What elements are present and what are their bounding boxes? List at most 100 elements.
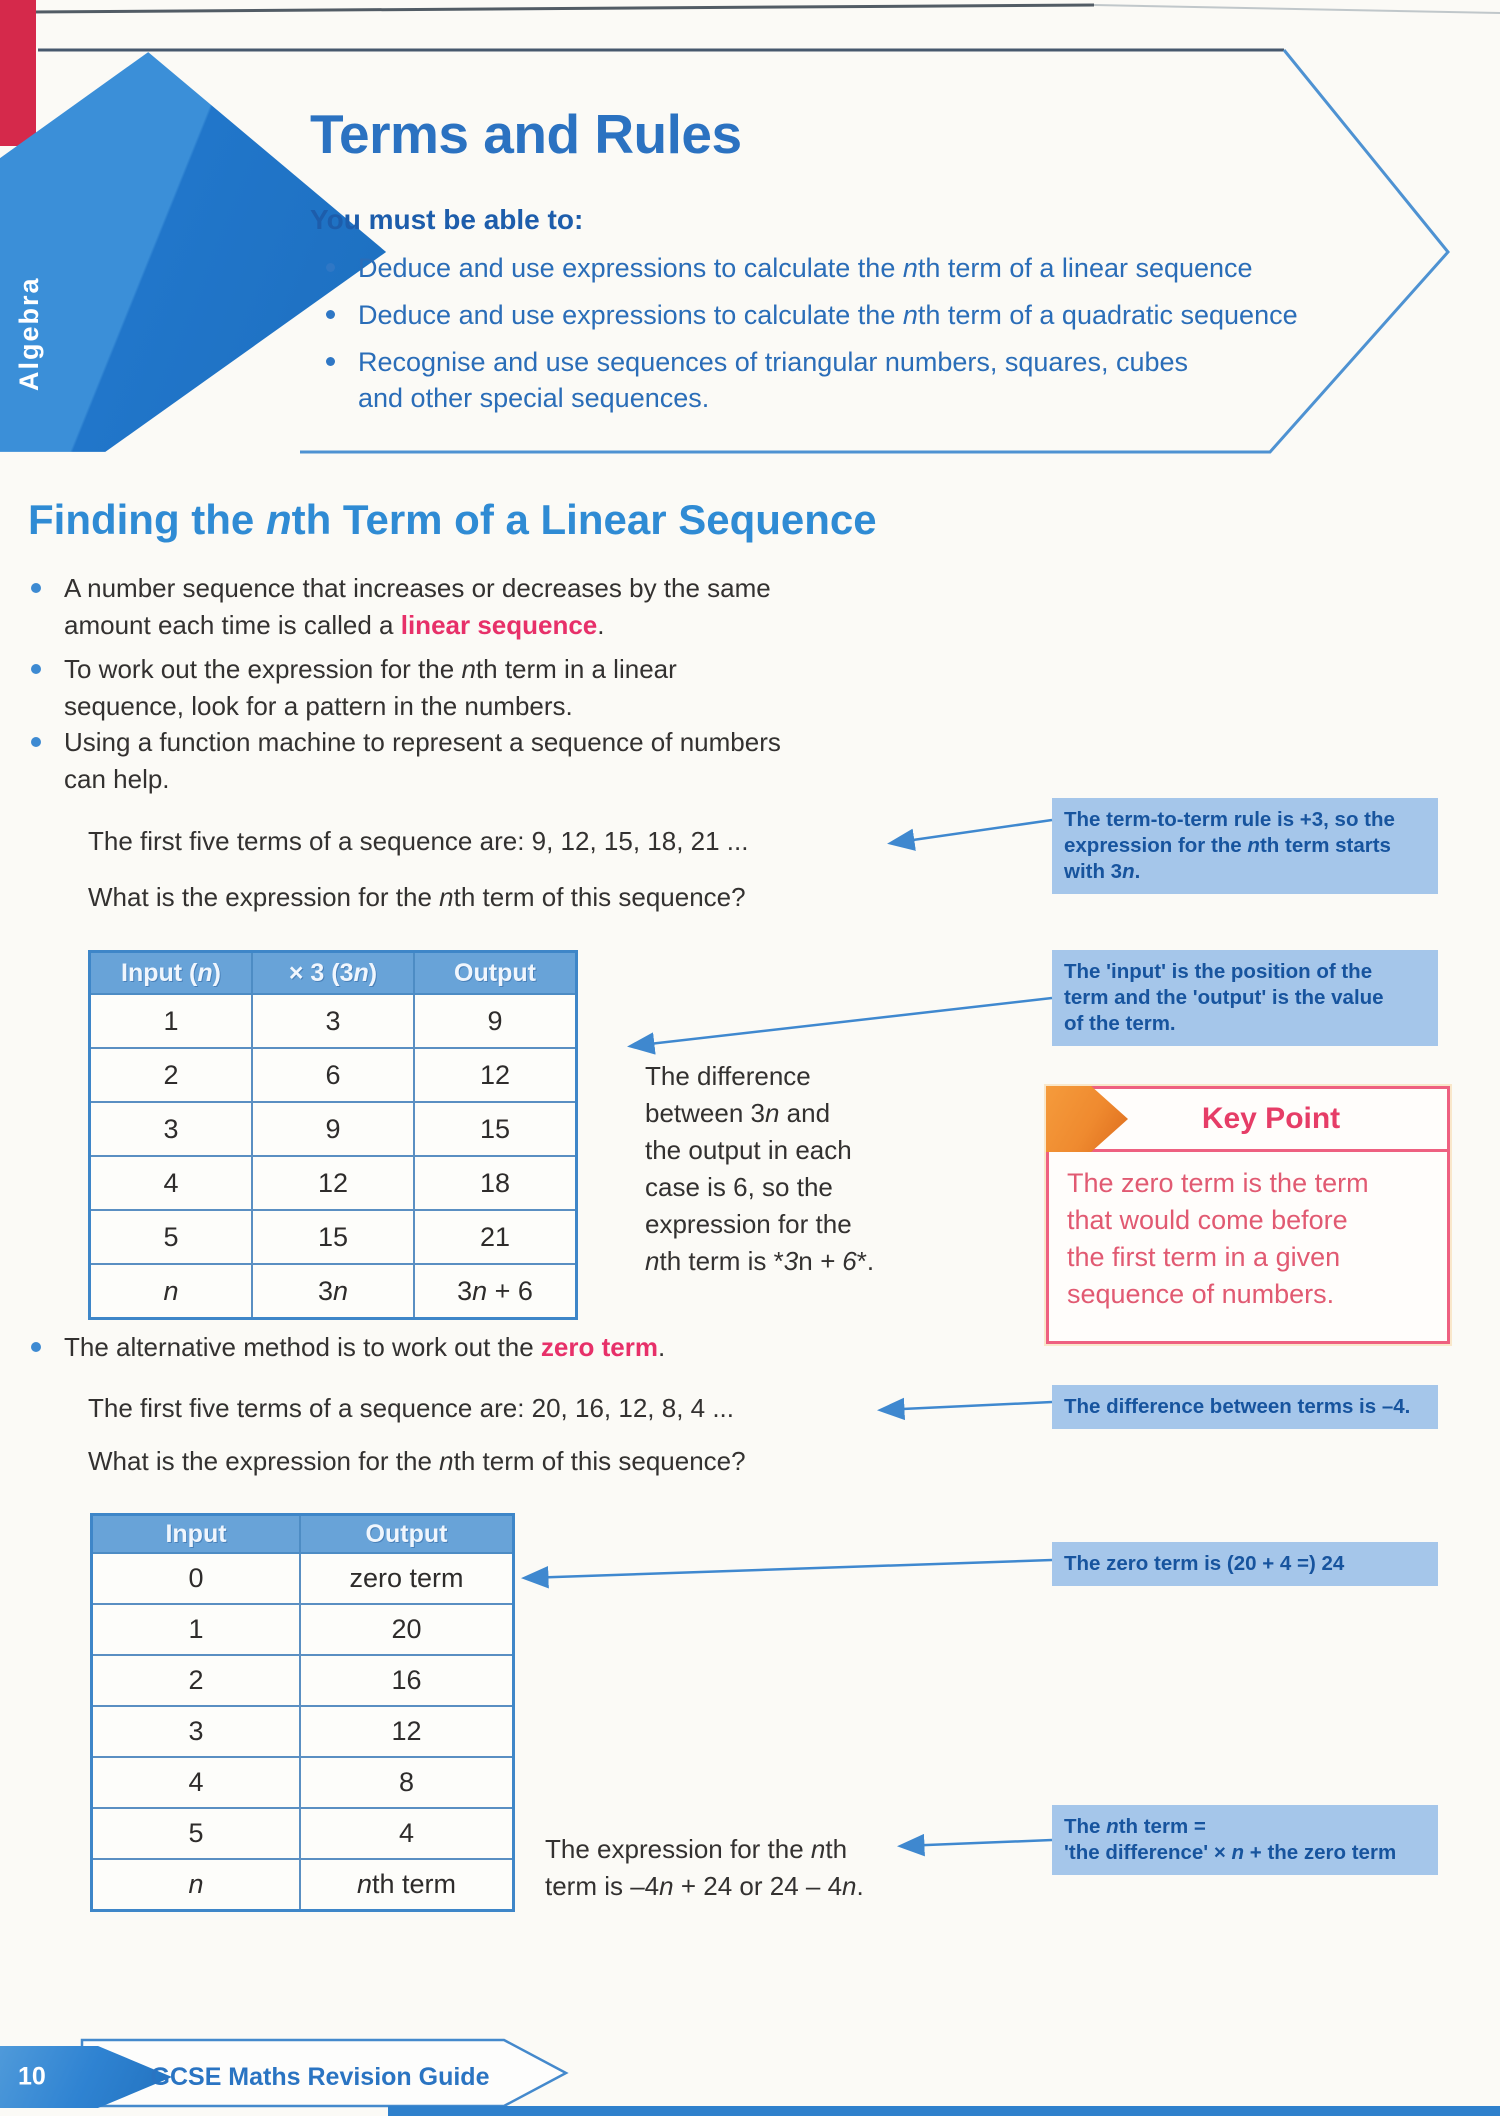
table-cell: 3 bbox=[90, 1705, 301, 1758]
example1-sequence: The first five terms of a sequence are: … bbox=[88, 826, 749, 856]
table-cell: 4 bbox=[299, 1807, 515, 1860]
table-cell: 3n + 6 bbox=[413, 1263, 578, 1320]
objective-text: Recognise and use sequences of triangula… bbox=[358, 347, 1188, 413]
bottom-edge-strip bbox=[388, 2106, 1500, 2116]
arrow-term-rule bbox=[887, 818, 1053, 851]
table-cell: 16 bbox=[299, 1654, 515, 1707]
table-cell: 21 bbox=[413, 1209, 578, 1265]
objectives-lead: You must be able to: bbox=[310, 204, 584, 235]
table-cell: 1 bbox=[90, 1603, 301, 1656]
table-row: 4 12 18 bbox=[88, 1155, 578, 1211]
table-row: 5 15 21 bbox=[88, 1209, 578, 1265]
arrow-input-output bbox=[627, 996, 1053, 1055]
column-header: Input (n) bbox=[88, 950, 253, 995]
page-title: Terms and Rules bbox=[310, 103, 742, 165]
section-heading: Finding the nth Term of a Linear Sequenc… bbox=[28, 496, 877, 543]
bullet-item: Using a function machine to represent a … bbox=[28, 724, 844, 798]
table-cell: 15 bbox=[251, 1209, 415, 1265]
table-cell: 4 bbox=[88, 1155, 253, 1211]
column-header: × 3 (3n) bbox=[251, 950, 415, 995]
bullet-item: The alternative method is to work out th… bbox=[28, 1329, 844, 1366]
orange-arrow-icon bbox=[1046, 1086, 1128, 1152]
page-number: 10 bbox=[18, 2062, 46, 2091]
column-header: Output bbox=[299, 1513, 515, 1554]
annotation-zero-term: The zero term is (20 + 4 =) 24 bbox=[1052, 1542, 1438, 1586]
table-cell: 9 bbox=[413, 993, 578, 1049]
arrow-difference bbox=[877, 1397, 1053, 1421]
zero-term-table: Input Output 0 zero term 1 20 2 16 3 12 4 8 5 4 n nth t… bbox=[90, 1513, 515, 1912]
table-cell: 4 bbox=[90, 1756, 301, 1809]
table-cell: 1 bbox=[88, 993, 253, 1049]
example2-sequence: The first five terms of a sequence are: … bbox=[88, 1393, 735, 1423]
function-machine-table: Input (n) × 3 (3n) Output 1 3 9 2 6 12 3 9 15 4 12 18 5… bbox=[88, 950, 578, 1320]
table-cell: 5 bbox=[90, 1807, 301, 1860]
table-cell: 0 bbox=[90, 1552, 301, 1605]
objective-text: Deduce and use expressions to calculate … bbox=[358, 300, 1298, 330]
bullet-item: To work out the expression for the nth t… bbox=[28, 651, 844, 725]
bullet-dot bbox=[31, 1342, 41, 1352]
bullet-dot bbox=[326, 357, 335, 366]
annotation-term-rule: The term-to-term rule is +3, so the expre… bbox=[1052, 798, 1438, 894]
table-cell: 2 bbox=[90, 1654, 301, 1707]
page-edge-line bbox=[29, 3, 1500, 14]
table-cell: n bbox=[88, 1263, 253, 1320]
bullet-text: The alternative method is to work out th… bbox=[64, 1332, 666, 1362]
bullet-dot bbox=[326, 310, 335, 319]
table-row: 0 zero term bbox=[90, 1552, 515, 1605]
bullet-text: Using a function machine to represent a … bbox=[64, 727, 781, 794]
table-cell: 2 bbox=[88, 1047, 253, 1103]
bullet-text: To work out the expression for the nth t… bbox=[64, 654, 677, 721]
example2-question: What is the expression for the nth term … bbox=[88, 1446, 746, 1476]
key-point-body: The zero term is the term that would come… bbox=[1067, 1168, 1369, 1309]
table-cell: 3n bbox=[251, 1263, 415, 1320]
table-cell: 15 bbox=[413, 1101, 578, 1157]
table-row: 3 9 15 bbox=[88, 1101, 578, 1157]
table-row: n 3n 3n + 6 bbox=[88, 1263, 578, 1320]
key-point-box: Key Point The zero term is the term that … bbox=[1046, 1086, 1450, 1344]
table-cell: zero term bbox=[299, 1552, 515, 1605]
table-cell: 5 bbox=[88, 1209, 253, 1265]
table-cell: 12 bbox=[413, 1047, 578, 1103]
table-cell: 3 bbox=[88, 1101, 253, 1157]
bullet-dot bbox=[31, 664, 41, 674]
example1-question: What is the expression for the nth term … bbox=[88, 882, 746, 912]
table-row: 1 20 bbox=[90, 1603, 515, 1656]
objective-item: Deduce and use expressions to calculate … bbox=[312, 250, 1432, 286]
arrow-zero-term bbox=[521, 1558, 1053, 1589]
table-cell: nth term bbox=[299, 1858, 515, 1912]
table-row: 3 12 bbox=[90, 1705, 515, 1758]
table-row: 2 6 12 bbox=[88, 1047, 578, 1103]
key-point-title: Key Point bbox=[1201, 1102, 1341, 1135]
bullet-item: A number sequence that increases or decr… bbox=[28, 570, 844, 644]
table-cell: 3 bbox=[251, 993, 415, 1049]
sequence-table-1: Input (n) × 3 (3n) Output 1 3 9 2 6 12 3 9 15 4 12 18 5… bbox=[88, 950, 578, 1320]
algebra-tab-label: Algebra bbox=[14, 276, 44, 391]
red-edge-tab bbox=[0, 0, 36, 146]
objectives-list: Deduce and use expressions to calculate … bbox=[312, 250, 1432, 427]
table-row: n nth term bbox=[90, 1858, 515, 1912]
table-cell: 20 bbox=[299, 1603, 515, 1656]
expression-note: The expression for the nth term is –4n + … bbox=[545, 1834, 864, 1901]
column-header: Output bbox=[413, 950, 578, 995]
key-point-header: Key Point bbox=[1046, 1086, 1447, 1152]
sequence-table-2: Input Output 0 zero term 1 20 2 16 3 12 4 8 5 4 n nth t… bbox=[90, 1513, 515, 1912]
objective-text: Deduce and use expressions to calculate … bbox=[358, 253, 1253, 283]
column-header: Input bbox=[90, 1513, 301, 1554]
bullet-dot bbox=[31, 737, 41, 747]
table-cell: 12 bbox=[299, 1705, 515, 1758]
bullet-dot bbox=[31, 583, 41, 593]
objective-item: Recognise and use sequences of triangula… bbox=[312, 344, 1432, 416]
table-cell: 6 bbox=[251, 1047, 415, 1103]
table-cell: 12 bbox=[251, 1155, 415, 1211]
table-cell: n bbox=[90, 1858, 301, 1912]
book-title: GCSE Maths Revision Guide bbox=[150, 2062, 490, 2091]
table-cell: 9 bbox=[251, 1101, 415, 1157]
table-cell: 8 bbox=[299, 1756, 515, 1809]
objective-item: Deduce and use expressions to calculate … bbox=[312, 297, 1432, 333]
bullet-dot bbox=[326, 263, 335, 272]
table-cell: 18 bbox=[413, 1155, 578, 1211]
annotation-input-output: The 'input' is the position of the term a… bbox=[1052, 950, 1438, 1046]
